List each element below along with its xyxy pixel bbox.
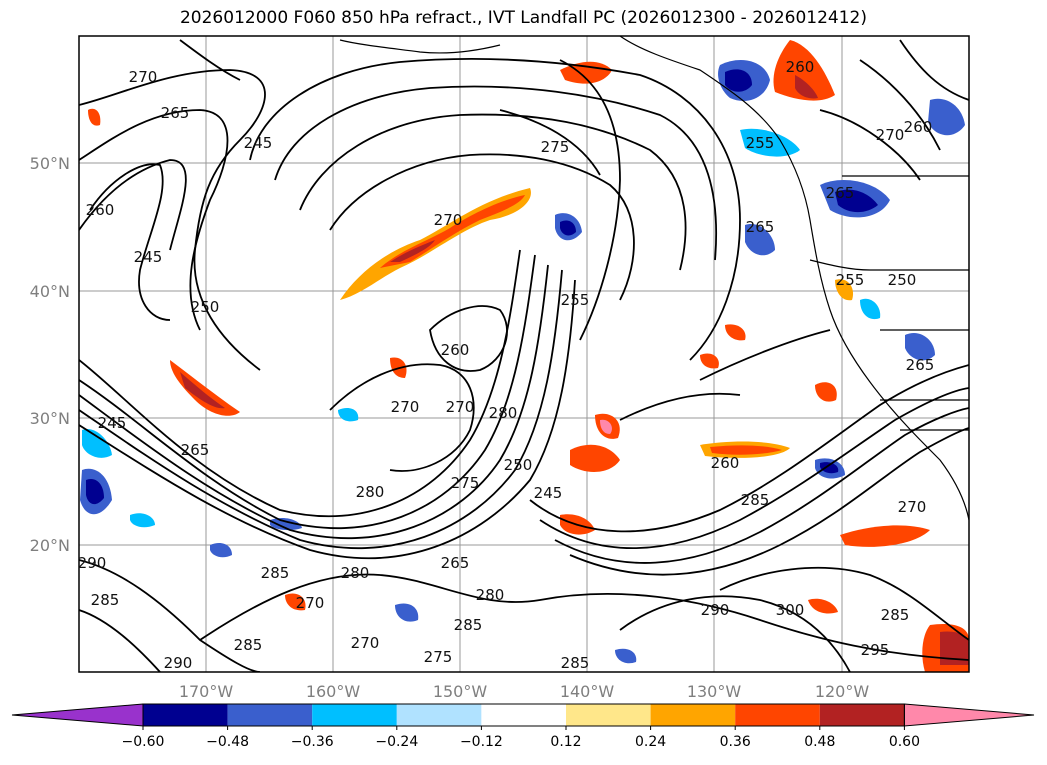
contour-label: 270 — [898, 498, 927, 516]
contour-label: 285 — [91, 591, 120, 609]
contour-label: 270 — [296, 594, 325, 612]
colorbar-tick-label: 0.60 — [889, 734, 920, 750]
contour-label: 275 — [451, 474, 480, 492]
latitude-labels: 50°N 40°N 30°N 20°N — [30, 154, 70, 555]
colorbar-outline — [142, 703, 905, 727]
contour-label: 260 — [904, 118, 933, 136]
colorbar-tick-label: 0.24 — [635, 734, 666, 750]
contour-label: 275 — [424, 648, 453, 666]
contour-label: 255 — [836, 271, 865, 289]
contour-label: 265 — [746, 218, 775, 236]
lat-label: 20°N — [30, 536, 70, 555]
contour-label: 250 — [191, 298, 220, 316]
colorbar-segment — [819, 704, 905, 726]
contour-label: 260 — [86, 201, 115, 219]
lat-label: 50°N — [30, 154, 70, 173]
contour-label: 280 — [356, 483, 385, 501]
colorbar-segment — [227, 704, 313, 726]
colorbar-tick-label: 0.36 — [720, 734, 751, 750]
contour-label: 285 — [261, 564, 290, 582]
colorbar-tick-label: 0.48 — [804, 734, 835, 750]
contour-label: 255 — [561, 291, 590, 309]
contour-label: 280 — [341, 564, 370, 582]
contour-label: 290 — [78, 554, 107, 572]
lon-label: 150°W — [433, 682, 488, 701]
contour-label: 290 — [164, 654, 193, 672]
contour-label: 280 — [489, 404, 518, 422]
contour-label: 260 — [711, 454, 740, 472]
lat-label: 40°N — [30, 282, 70, 301]
colorbar-segment — [396, 704, 482, 726]
contour-label: 285 — [454, 616, 483, 634]
colorbar-tick-label: −0.48 — [206, 734, 249, 750]
contour-label: 270 — [391, 398, 420, 416]
contour-label: 245 — [534, 484, 563, 502]
contour-label: 265 — [181, 441, 210, 459]
negative-pc-patches — [80, 60, 965, 664]
contour-label: 285 — [234, 636, 263, 654]
contour-label: 285 — [881, 606, 910, 624]
contour-label: 265 — [161, 104, 190, 122]
contour-label: 245 — [244, 134, 273, 152]
colorbar-segment — [143, 704, 228, 726]
contour-label: 250 — [888, 271, 917, 289]
contour-label: 250 — [504, 456, 533, 474]
longitude-labels: 170°W 160°W 150°W 140°W 130°W 120°W — [179, 682, 870, 701]
contour-label: 280 — [476, 586, 505, 604]
colorbar-extend-high — [903, 703, 1035, 727]
colorbar-tick-label: −0.36 — [291, 734, 334, 750]
contour-label: 260 — [786, 58, 815, 76]
map-background — [79, 36, 969, 672]
colorbar-segment — [735, 704, 820, 726]
map-title: 2026012000 F060 850 hPa refract., IVT La… — [179, 8, 867, 28]
contour-label: 290 — [701, 601, 730, 619]
contour-label: 260 — [441, 341, 470, 359]
contour-label: 270 — [434, 211, 463, 229]
colorbar-segment — [312, 704, 397, 726]
contour-label: 245 — [98, 414, 127, 432]
contour-label: 275 — [541, 138, 570, 156]
colorbar-tick-label: −0.12 — [460, 734, 503, 750]
map-frame — [78, 35, 970, 673]
contour-label: 270 — [446, 398, 475, 416]
lon-label: 160°W — [306, 682, 361, 701]
lon-label: 170°W — [179, 682, 234, 701]
contour-label: 245 — [134, 248, 163, 266]
colorbar-tick-label: −0.60 — [122, 734, 165, 750]
gridlines — [79, 36, 969, 672]
contour-label: 295 — [861, 641, 890, 659]
lat-label: 30°N — [30, 409, 70, 428]
contour-label: 300 — [776, 601, 805, 619]
refractivity-contours — [79, 39, 969, 672]
colorbar-extend-low — [11, 703, 144, 727]
contour-label: 285 — [561, 654, 590, 672]
contour-label: 265 — [906, 356, 935, 374]
colorbar-segment — [481, 704, 566, 726]
contour-label: 285 — [741, 491, 770, 509]
positive-pc-patches — [88, 40, 969, 672]
contour-label: 270 — [351, 634, 380, 652]
contour-label: 255 — [746, 134, 775, 152]
colorbar: −0.60 −0.48 −0.36 −0.24 −0.12 0.12 0.24 0.36 0.4… — [11, 703, 1035, 750]
colorbar-segment — [650, 704, 736, 726]
colorbar-tick-label: 0.12 — [550, 734, 581, 750]
contour-label: 265 — [441, 554, 470, 572]
colorbar-tick-label: −0.24 — [375, 734, 418, 750]
colorbar-segment — [566, 704, 651, 726]
coastlines — [339, 36, 969, 521]
lon-label: 120°W — [815, 682, 870, 701]
contour-label: 270 — [876, 126, 905, 144]
lon-label: 140°W — [560, 682, 615, 701]
lon-label: 130°W — [687, 682, 742, 701]
contour-label: 265 — [826, 184, 855, 202]
contour-label: 270 — [129, 68, 158, 86]
